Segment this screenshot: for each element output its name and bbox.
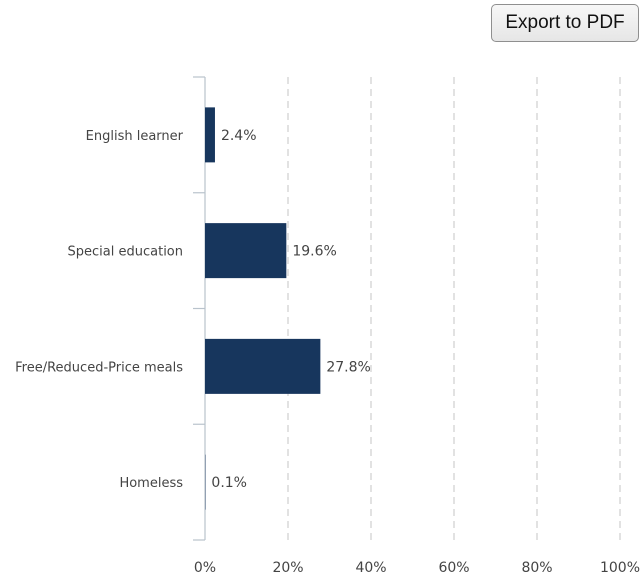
category-label-1: Special education [68, 245, 183, 260]
data-label-2: 27.8% [326, 359, 370, 375]
x-axis-tick-labels: 0% 20% 40% 60% 80% 100% [194, 560, 640, 576]
bar-0 [205, 107, 215, 163]
bars [205, 107, 321, 510]
data-label-1: 19.6% [292, 244, 336, 260]
gridlines [287, 77, 621, 540]
data-label-0: 2.4% [221, 128, 257, 144]
data-label-3: 0.1% [211, 475, 247, 491]
category-label-3: Homeless [119, 476, 183, 491]
x-tick-label-0: 0% [194, 560, 216, 576]
x-tick-label-5: 100% [600, 560, 640, 576]
x-tick-label-1: 20% [272, 560, 303, 576]
category-axis [193, 76, 206, 541]
data-labels: 2.4% 19.6% 27.8% 0.1% [211, 128, 370, 491]
x-tick-label-2: 40% [355, 560, 386, 576]
category-label-2: Free/Reduced-Price meals [15, 360, 183, 375]
category-label-0: English learner [86, 129, 184, 144]
x-tick-label-3: 60% [438, 560, 469, 576]
category-labels: English learner Special education Free/Red… [15, 129, 184, 491]
bar-1 [205, 223, 287, 279]
x-tick-label-4: 80% [521, 560, 552, 576]
export-to-pdf-button[interactable]: Export to PDF [491, 4, 639, 42]
bar-2 [205, 338, 321, 394]
